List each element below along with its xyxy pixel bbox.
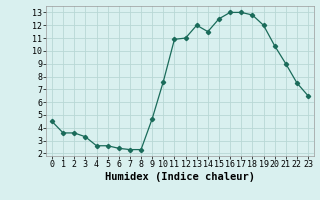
X-axis label: Humidex (Indice chaleur): Humidex (Indice chaleur): [105, 172, 255, 182]
